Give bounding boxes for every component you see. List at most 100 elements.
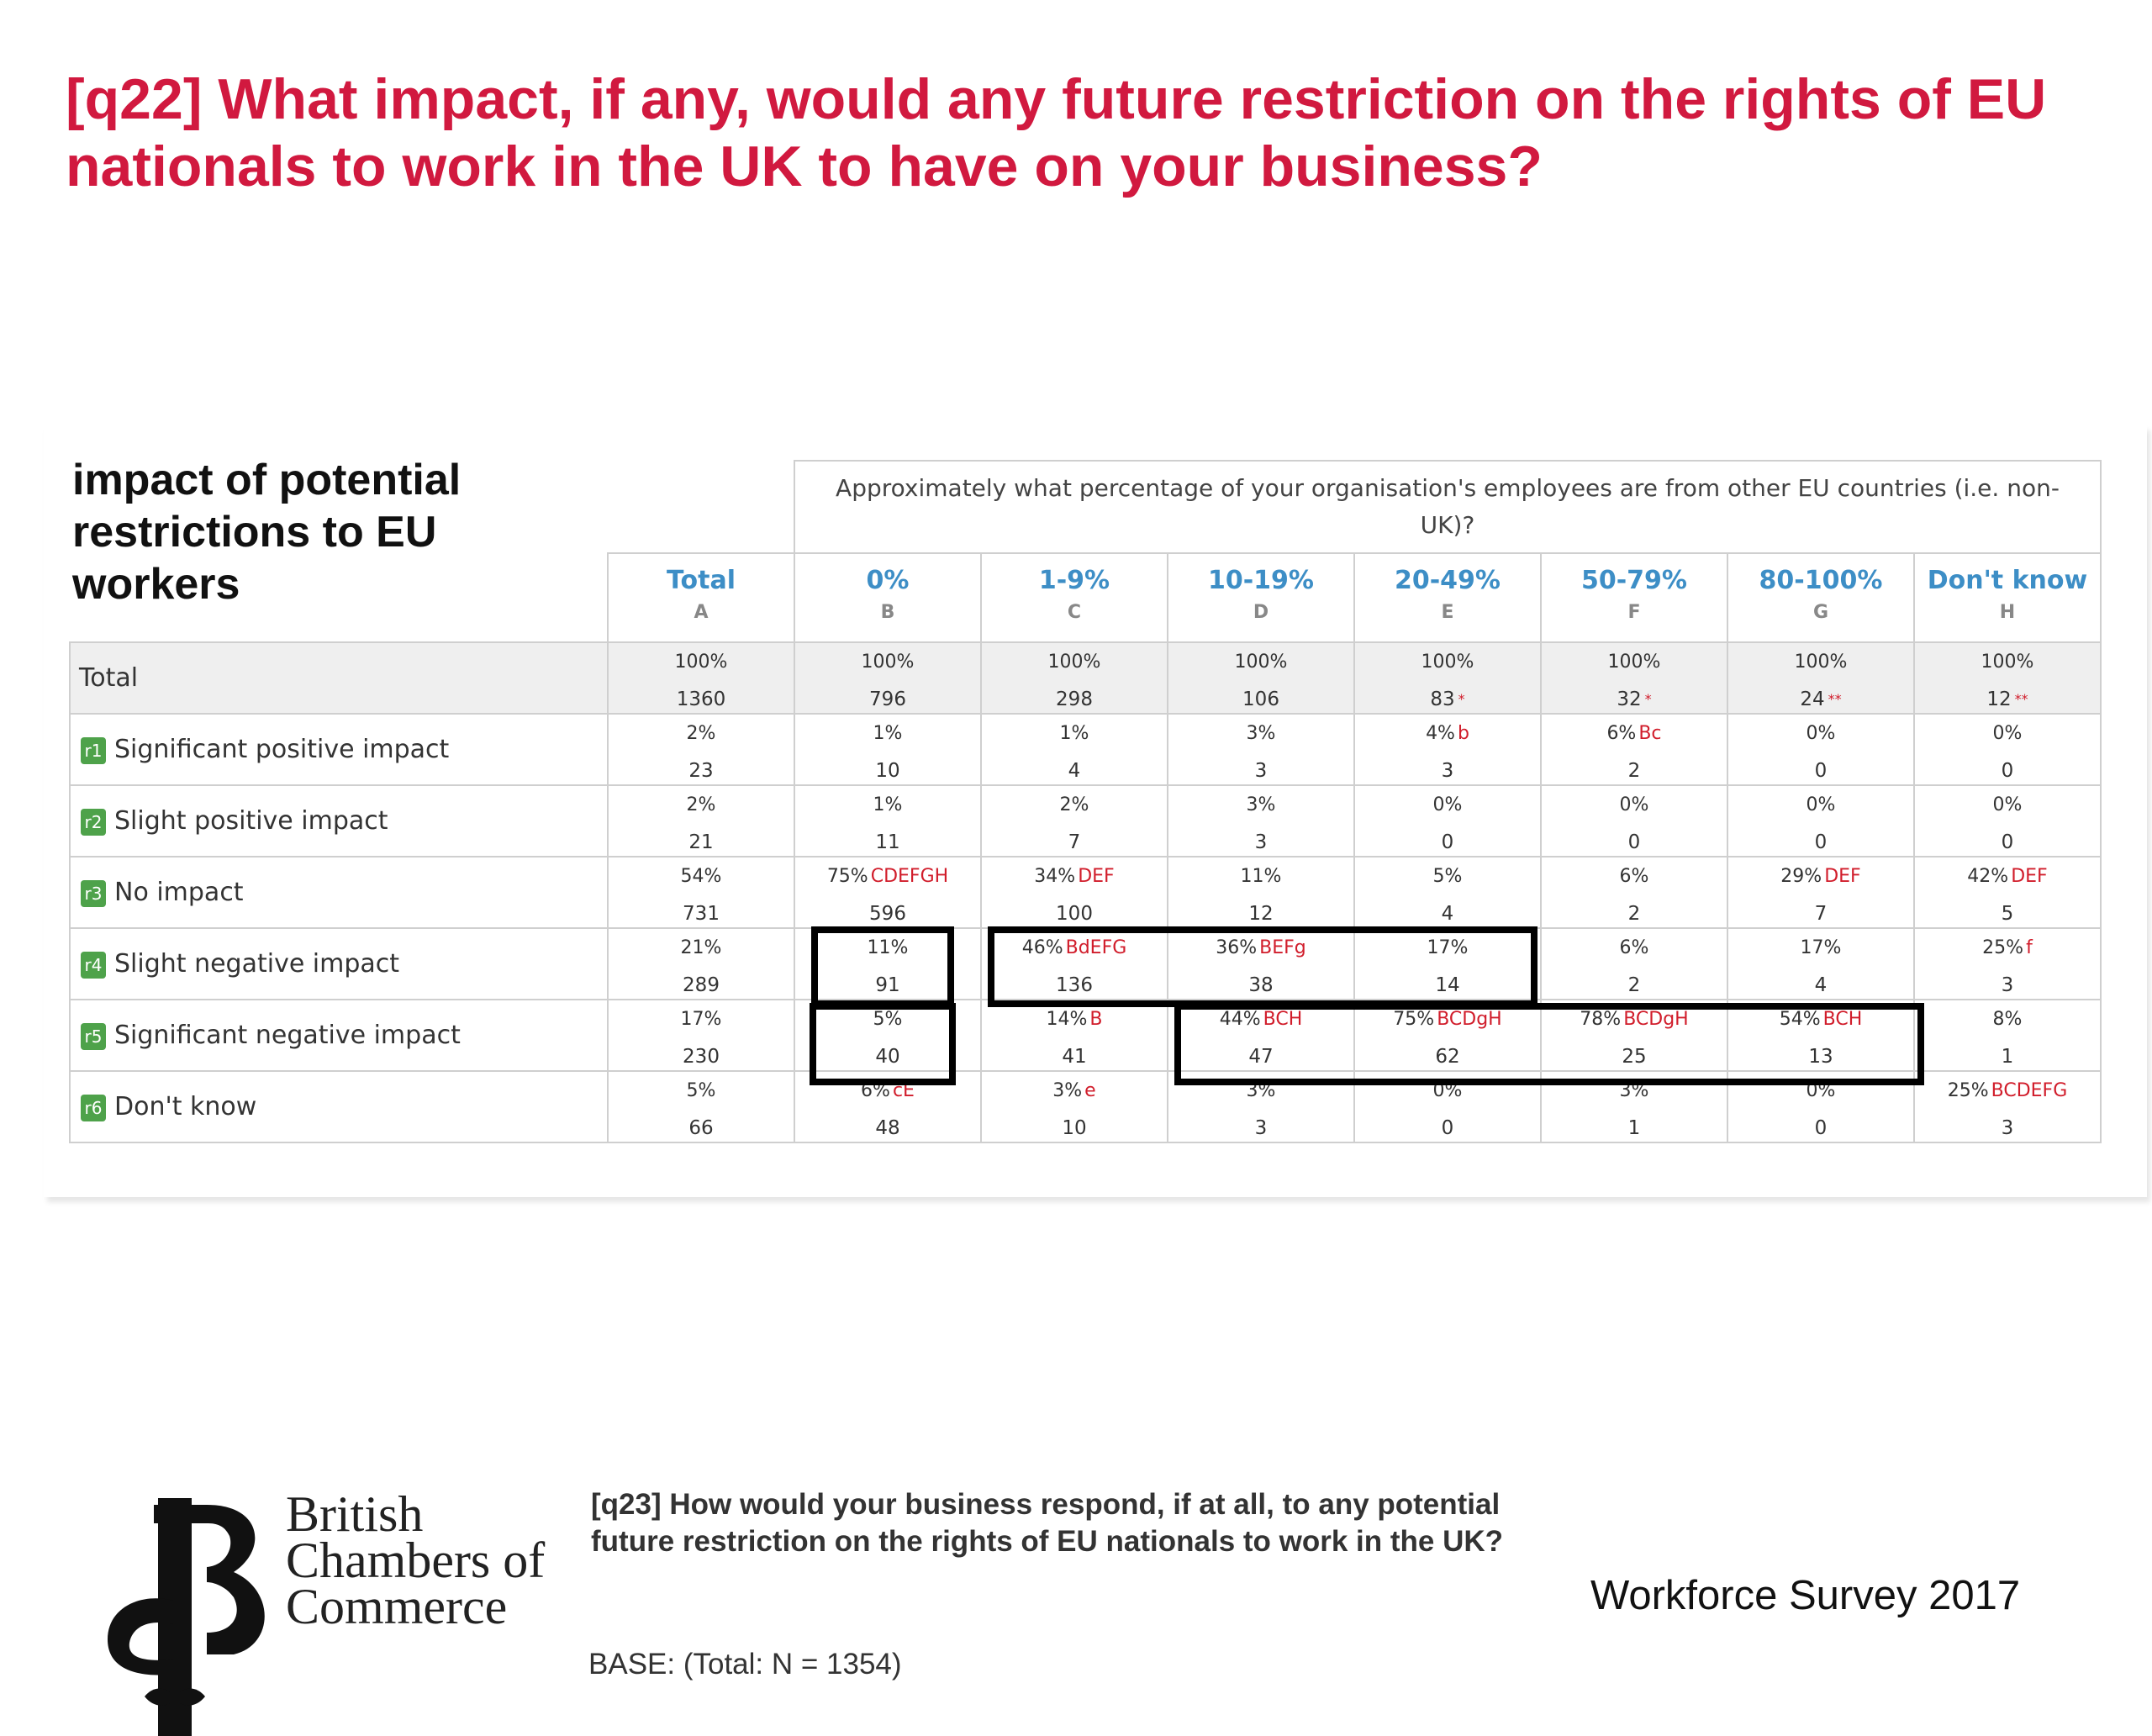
cell-percent: 100% — [1234, 652, 1288, 673]
cell-percent-line: 54% BCH — [1728, 1009, 1913, 1031]
cell-percent: 54% — [1779, 1009, 1821, 1030]
table-cell: 6% Bc 2 — [1540, 713, 1728, 786]
cell-count-line: 106 — [1168, 689, 1353, 710]
cell-count: 13 — [1808, 1046, 1833, 1068]
cell-count: 0 — [1441, 1117, 1454, 1139]
cell-percent-line: 100% — [1728, 652, 1913, 673]
next-question-teaser: [q23] How would your business respond, i… — [591, 1488, 1504, 1558]
table-cell: 54% BCH 13 — [1727, 999, 1915, 1072]
highlight-box-col-b-slight-negative — [811, 926, 954, 1007]
significance-letters: BCH — [1263, 1009, 1303, 1030]
cell-count: 0 — [1441, 831, 1454, 853]
column-letter: F — [1627, 602, 1641, 623]
cell-percent: 6% — [1619, 866, 1649, 887]
cell-percent: 0% — [1992, 723, 2023, 744]
cell-count: 230 — [683, 1046, 720, 1068]
cell-percent: 14% — [1046, 1009, 1088, 1030]
cell-percent: 100% — [1794, 652, 1848, 673]
row-code-badge: r4 — [81, 951, 106, 979]
cell-percent-line: 36% BEFg — [1168, 937, 1353, 959]
base-note: BASE: (Total: N = 1354) — [588, 1648, 902, 1681]
table-row: r1 Significant positive impact 2% 23 1% 10 1% 4… — [69, 713, 2102, 786]
cell-count: 596 — [869, 903, 906, 925]
cell-percent: 17% — [1800, 937, 1842, 958]
cell-count-line: 2 — [1542, 974, 1727, 996]
cell-percent-line: 25% BCDEFG — [1915, 1080, 2100, 1102]
cell-count: 10 — [875, 760, 900, 782]
table-row: r3 No impact 54% 731 75% CDEFGH 596 34% DEF 100 11… — [69, 856, 2102, 929]
cell-percent: 3% — [1246, 723, 1276, 744]
cell-count-line: 14 — [1355, 974, 1540, 996]
cell-percent: 42% — [1967, 866, 2009, 887]
cell-percent-line: 8% — [1915, 1009, 2100, 1031]
cell-percent: 100% — [1421, 652, 1474, 673]
cell-percent: 8% — [1992, 1009, 2023, 1030]
cell-count-line: 41 — [982, 1046, 1167, 1068]
cell-count: 2 — [1627, 903, 1641, 925]
table-row: r6 Don't know 5% 66 6% cE 48 3% e 10 3% 3 0% 0 3% 1 0% 0 2… — [69, 1070, 2102, 1143]
cell-percent-line: 100% — [795, 652, 980, 673]
column-letter: H — [1999, 602, 2016, 623]
cell-count-line: 40 — [795, 1046, 980, 1068]
cell-percent: 2% — [686, 723, 716, 744]
cell-percent-line: 3% — [1168, 794, 1353, 816]
row-code-badge: r2 — [81, 808, 106, 836]
table-cell: 75% CDEFGH 596 — [794, 856, 982, 929]
row-label: r3 No impact — [69, 856, 609, 929]
table-cell: 75% BCDgH 62 — [1353, 999, 1542, 1072]
cell-count: 3 — [1254, 831, 1268, 853]
cell-percent-line: 25% f — [1915, 937, 2100, 959]
cell-count: 1 — [1627, 1117, 1641, 1139]
cell-percent: 75% — [826, 866, 868, 887]
row-code-badge: r1 — [81, 736, 106, 764]
low-base-flag: ** — [1828, 691, 1842, 707]
cell-percent: 34% — [1034, 866, 1076, 887]
column-label: 10-19% — [1207, 566, 1314, 595]
cell-percent-line: 2% — [609, 723, 794, 745]
column-label: 1-9% — [1038, 566, 1110, 595]
cell-percent-line: 0% — [1728, 723, 1913, 745]
cell-count: 298 — [1056, 689, 1093, 710]
column-letter: E — [1441, 602, 1454, 623]
cell-count: 62 — [1435, 1046, 1460, 1068]
cell-percent-line: 14% B — [982, 1009, 1167, 1031]
cell-count-line: 1360 — [609, 689, 794, 710]
cell-count-line: 62 — [1355, 1046, 1540, 1068]
cell-count: 7 — [1068, 831, 1081, 853]
cell-percent: 11% — [867, 937, 909, 958]
table-cell: 100% 12 ** — [1913, 641, 2102, 715]
table-cell: 2% 23 — [607, 713, 795, 786]
cell-count-line: 0 — [1915, 831, 2100, 853]
cell-percent: 100% — [861, 652, 915, 673]
significance-letters: BEFg — [1259, 937, 1306, 958]
cell-percent: 25% — [1947, 1080, 1989, 1101]
table-cell: 29% DEF 7 — [1727, 856, 1915, 929]
low-base-flag: * — [1644, 691, 1652, 707]
significance-letters: BCDgH — [1623, 1009, 1689, 1030]
cell-count: 136 — [1056, 974, 1093, 996]
cell-count-line: 2 — [1542, 760, 1727, 782]
table-cell: 3% e 10 — [980, 1070, 1168, 1143]
cell-count: 21 — [688, 831, 714, 853]
cell-percent: 4% — [1426, 723, 1455, 744]
cell-count-line: 3 — [1168, 1117, 1353, 1139]
cell-percent-line: 34% DEF — [982, 866, 1167, 888]
cell-count-line: 12 — [1168, 903, 1353, 925]
significance-letters: CDEFGH — [870, 866, 949, 887]
cell-percent-line: 4% b — [1355, 723, 1540, 745]
column-letter: C — [1067, 602, 1082, 623]
table-cell: 17% 230 — [607, 999, 795, 1072]
cell-percent-line: 100% — [609, 652, 794, 673]
row-label-text: Total — [79, 663, 139, 693]
low-base-flag: ** — [2014, 691, 2028, 707]
row-label-text: Don't know — [114, 1092, 257, 1121]
cell-count: 14 — [1435, 974, 1460, 996]
table-cell: 5% 66 — [607, 1070, 795, 1143]
cell-count: 0 — [1814, 760, 1828, 782]
cell-count-line: 230 — [609, 1046, 794, 1068]
cell-percent-line: 100% — [1542, 652, 1727, 673]
cell-count-line: 0 — [1728, 760, 1913, 782]
cell-count: 1360 — [676, 689, 726, 710]
cell-percent-line: 21% — [609, 937, 794, 959]
cell-count: 3 — [1441, 760, 1454, 782]
